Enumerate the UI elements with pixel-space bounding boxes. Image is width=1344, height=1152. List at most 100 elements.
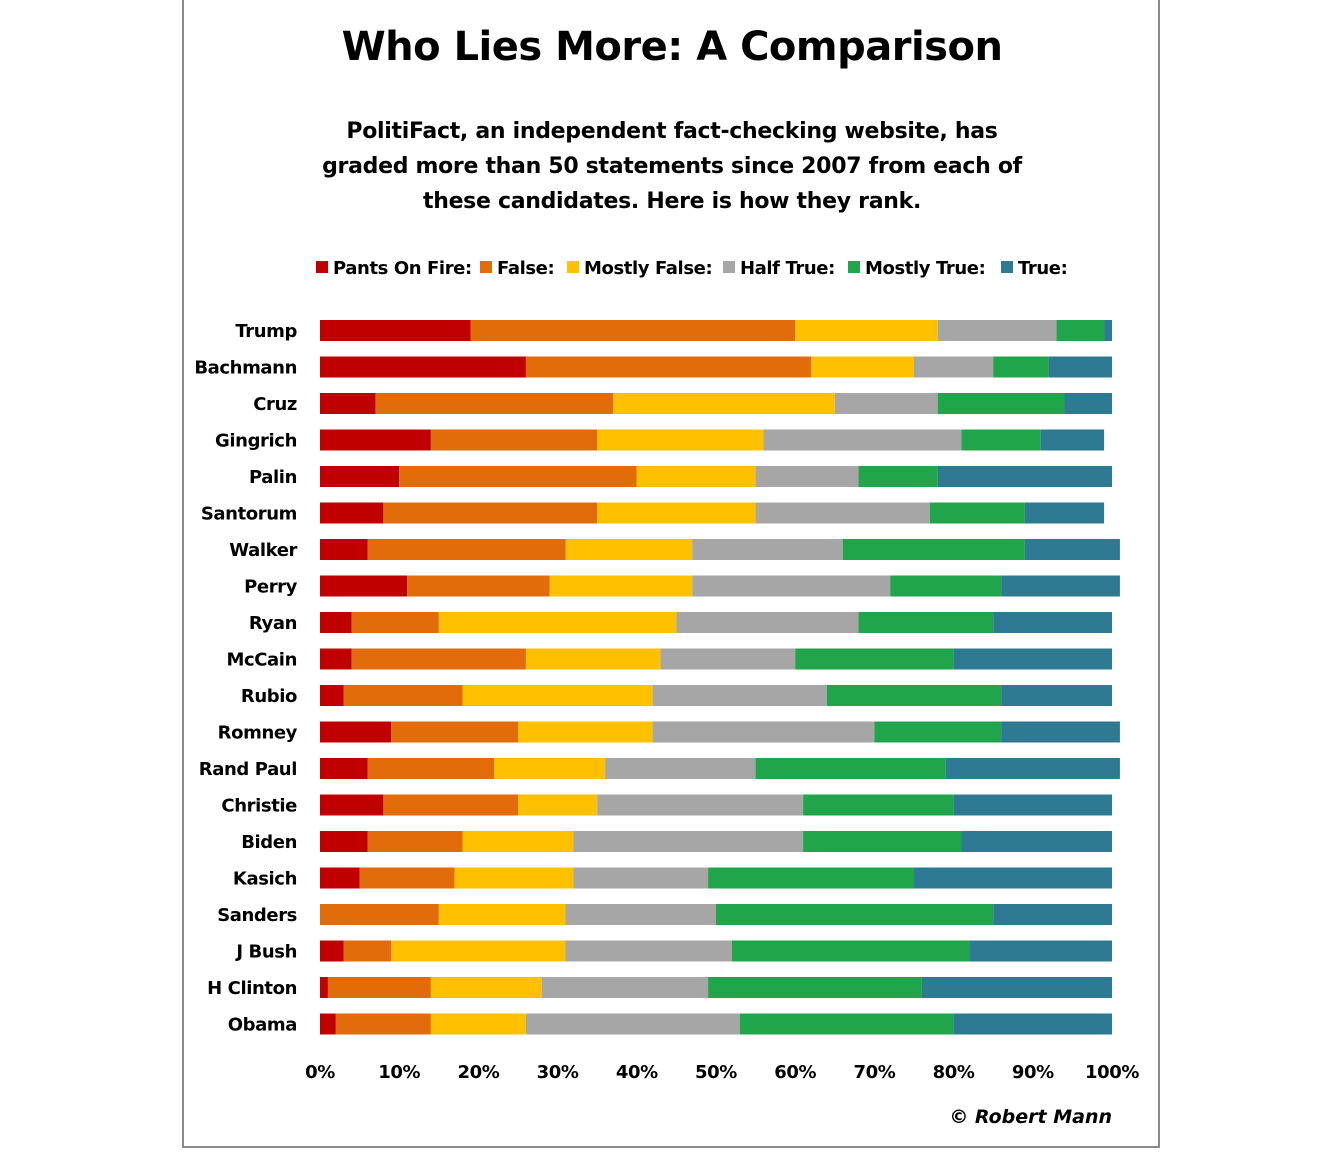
bar-segment — [526, 649, 661, 670]
bar-segment — [320, 466, 399, 487]
bar-segment — [954, 649, 1112, 670]
bar-segment — [368, 758, 495, 779]
bar-segment — [320, 831, 368, 852]
category-label: Cruz — [253, 394, 297, 415]
bars — [320, 320, 1120, 1035]
category-label: Obama — [228, 1015, 297, 1036]
bar-segment — [938, 393, 1065, 414]
bar-segment — [708, 868, 914, 889]
x-axis: 0% 10% 20% 30% 40% 50% 60% 70% 80% 90% 100% — [305, 1062, 1139, 1083]
bar-segment — [344, 941, 392, 962]
legend-swatch — [1001, 261, 1013, 273]
bar-segment — [756, 466, 859, 487]
category-label: Biden — [241, 832, 297, 853]
x-tick-label: 10% — [378, 1062, 420, 1083]
bar-segment — [526, 357, 811, 378]
bar-segment — [344, 685, 463, 706]
bar-segment — [431, 977, 542, 998]
bar-segment — [1025, 503, 1104, 524]
bar-segment — [439, 904, 566, 925]
bar-segment — [938, 466, 1112, 487]
category-label: Gingrich — [215, 431, 297, 452]
bar-segment — [1025, 539, 1120, 560]
bar-segment — [320, 977, 328, 998]
bar-segment — [859, 612, 994, 633]
category-label: Rand Paul — [199, 759, 297, 780]
bar-segment — [930, 503, 1025, 524]
bar-segment — [653, 685, 827, 706]
category-label: Rubio — [241, 686, 297, 707]
bar-segment — [455, 868, 574, 889]
bar-segment — [811, 357, 914, 378]
bar-segment — [716, 904, 993, 925]
bar-segment — [993, 612, 1112, 633]
category-label: Palin — [249, 467, 297, 488]
bar-segment — [463, 685, 653, 706]
bar-segment — [399, 466, 637, 487]
bar-segment — [938, 320, 1057, 341]
x-tick-label: 30% — [537, 1062, 579, 1083]
bar-segment — [320, 649, 352, 670]
legend-swatch — [316, 261, 328, 273]
bar-segment — [597, 430, 763, 451]
x-tick-label: 90% — [1012, 1062, 1054, 1083]
legend-swatch — [723, 261, 735, 273]
legend-label: Mostly False: — [584, 258, 712, 279]
category-label: McCain — [226, 650, 297, 671]
bar-segment — [969, 941, 1112, 962]
bar-segment — [946, 758, 1120, 779]
bar-segment — [613, 393, 835, 414]
bar-segment — [573, 831, 803, 852]
bar-segment — [320, 430, 431, 451]
category-label: Romney — [218, 723, 298, 744]
category-label: Trump — [235, 321, 297, 342]
bar-segment — [320, 941, 344, 962]
category-label: Bachmann — [194, 358, 297, 379]
bar-segment — [320, 539, 368, 560]
bar-segment — [597, 795, 803, 816]
bar-segment — [320, 393, 375, 414]
bar-segment — [922, 977, 1112, 998]
category-label: Perry — [244, 577, 298, 598]
bar-segment — [494, 758, 605, 779]
bar-segment — [954, 1014, 1112, 1035]
x-tick-label: 70% — [853, 1062, 895, 1083]
category-label: Ryan — [249, 613, 297, 634]
bar-segment — [914, 357, 993, 378]
bar-segment — [661, 649, 796, 670]
bar-segment — [874, 722, 1001, 743]
bar-segment — [803, 795, 953, 816]
bar-segment — [320, 722, 391, 743]
bar-segment — [1001, 722, 1120, 743]
x-tick-label: 60% — [774, 1062, 816, 1083]
bar-segment — [375, 393, 613, 414]
bar-segment — [803, 831, 961, 852]
x-tick-label: 40% — [616, 1062, 658, 1083]
bar-segment — [764, 430, 962, 451]
category-label: Santorum — [201, 504, 297, 525]
bar-segment — [597, 503, 755, 524]
bar-segment — [368, 831, 463, 852]
x-tick-label: 50% — [695, 1062, 737, 1083]
bar-segment — [605, 758, 755, 779]
bar-segment — [708, 977, 922, 998]
bar-segment — [962, 430, 1041, 451]
bar-segment — [360, 868, 455, 889]
bar-segment — [336, 1014, 431, 1035]
bar-segment — [890, 576, 1001, 597]
bar-segment — [320, 868, 360, 889]
bar-segment — [320, 795, 383, 816]
x-tick-label: 100% — [1085, 1062, 1139, 1083]
legend-label: Half True: — [740, 258, 835, 279]
bar-segment — [320, 503, 383, 524]
bar-segment — [320, 357, 526, 378]
bar-segment — [827, 685, 1001, 706]
bar-segment — [756, 758, 946, 779]
bar-segment — [954, 795, 1112, 816]
bar-segment — [320, 576, 407, 597]
bar-segment — [431, 430, 597, 451]
category-label: Walker — [229, 540, 297, 561]
bar-segment — [352, 612, 439, 633]
bar-segment — [320, 758, 368, 779]
bar-segment — [676, 612, 858, 633]
